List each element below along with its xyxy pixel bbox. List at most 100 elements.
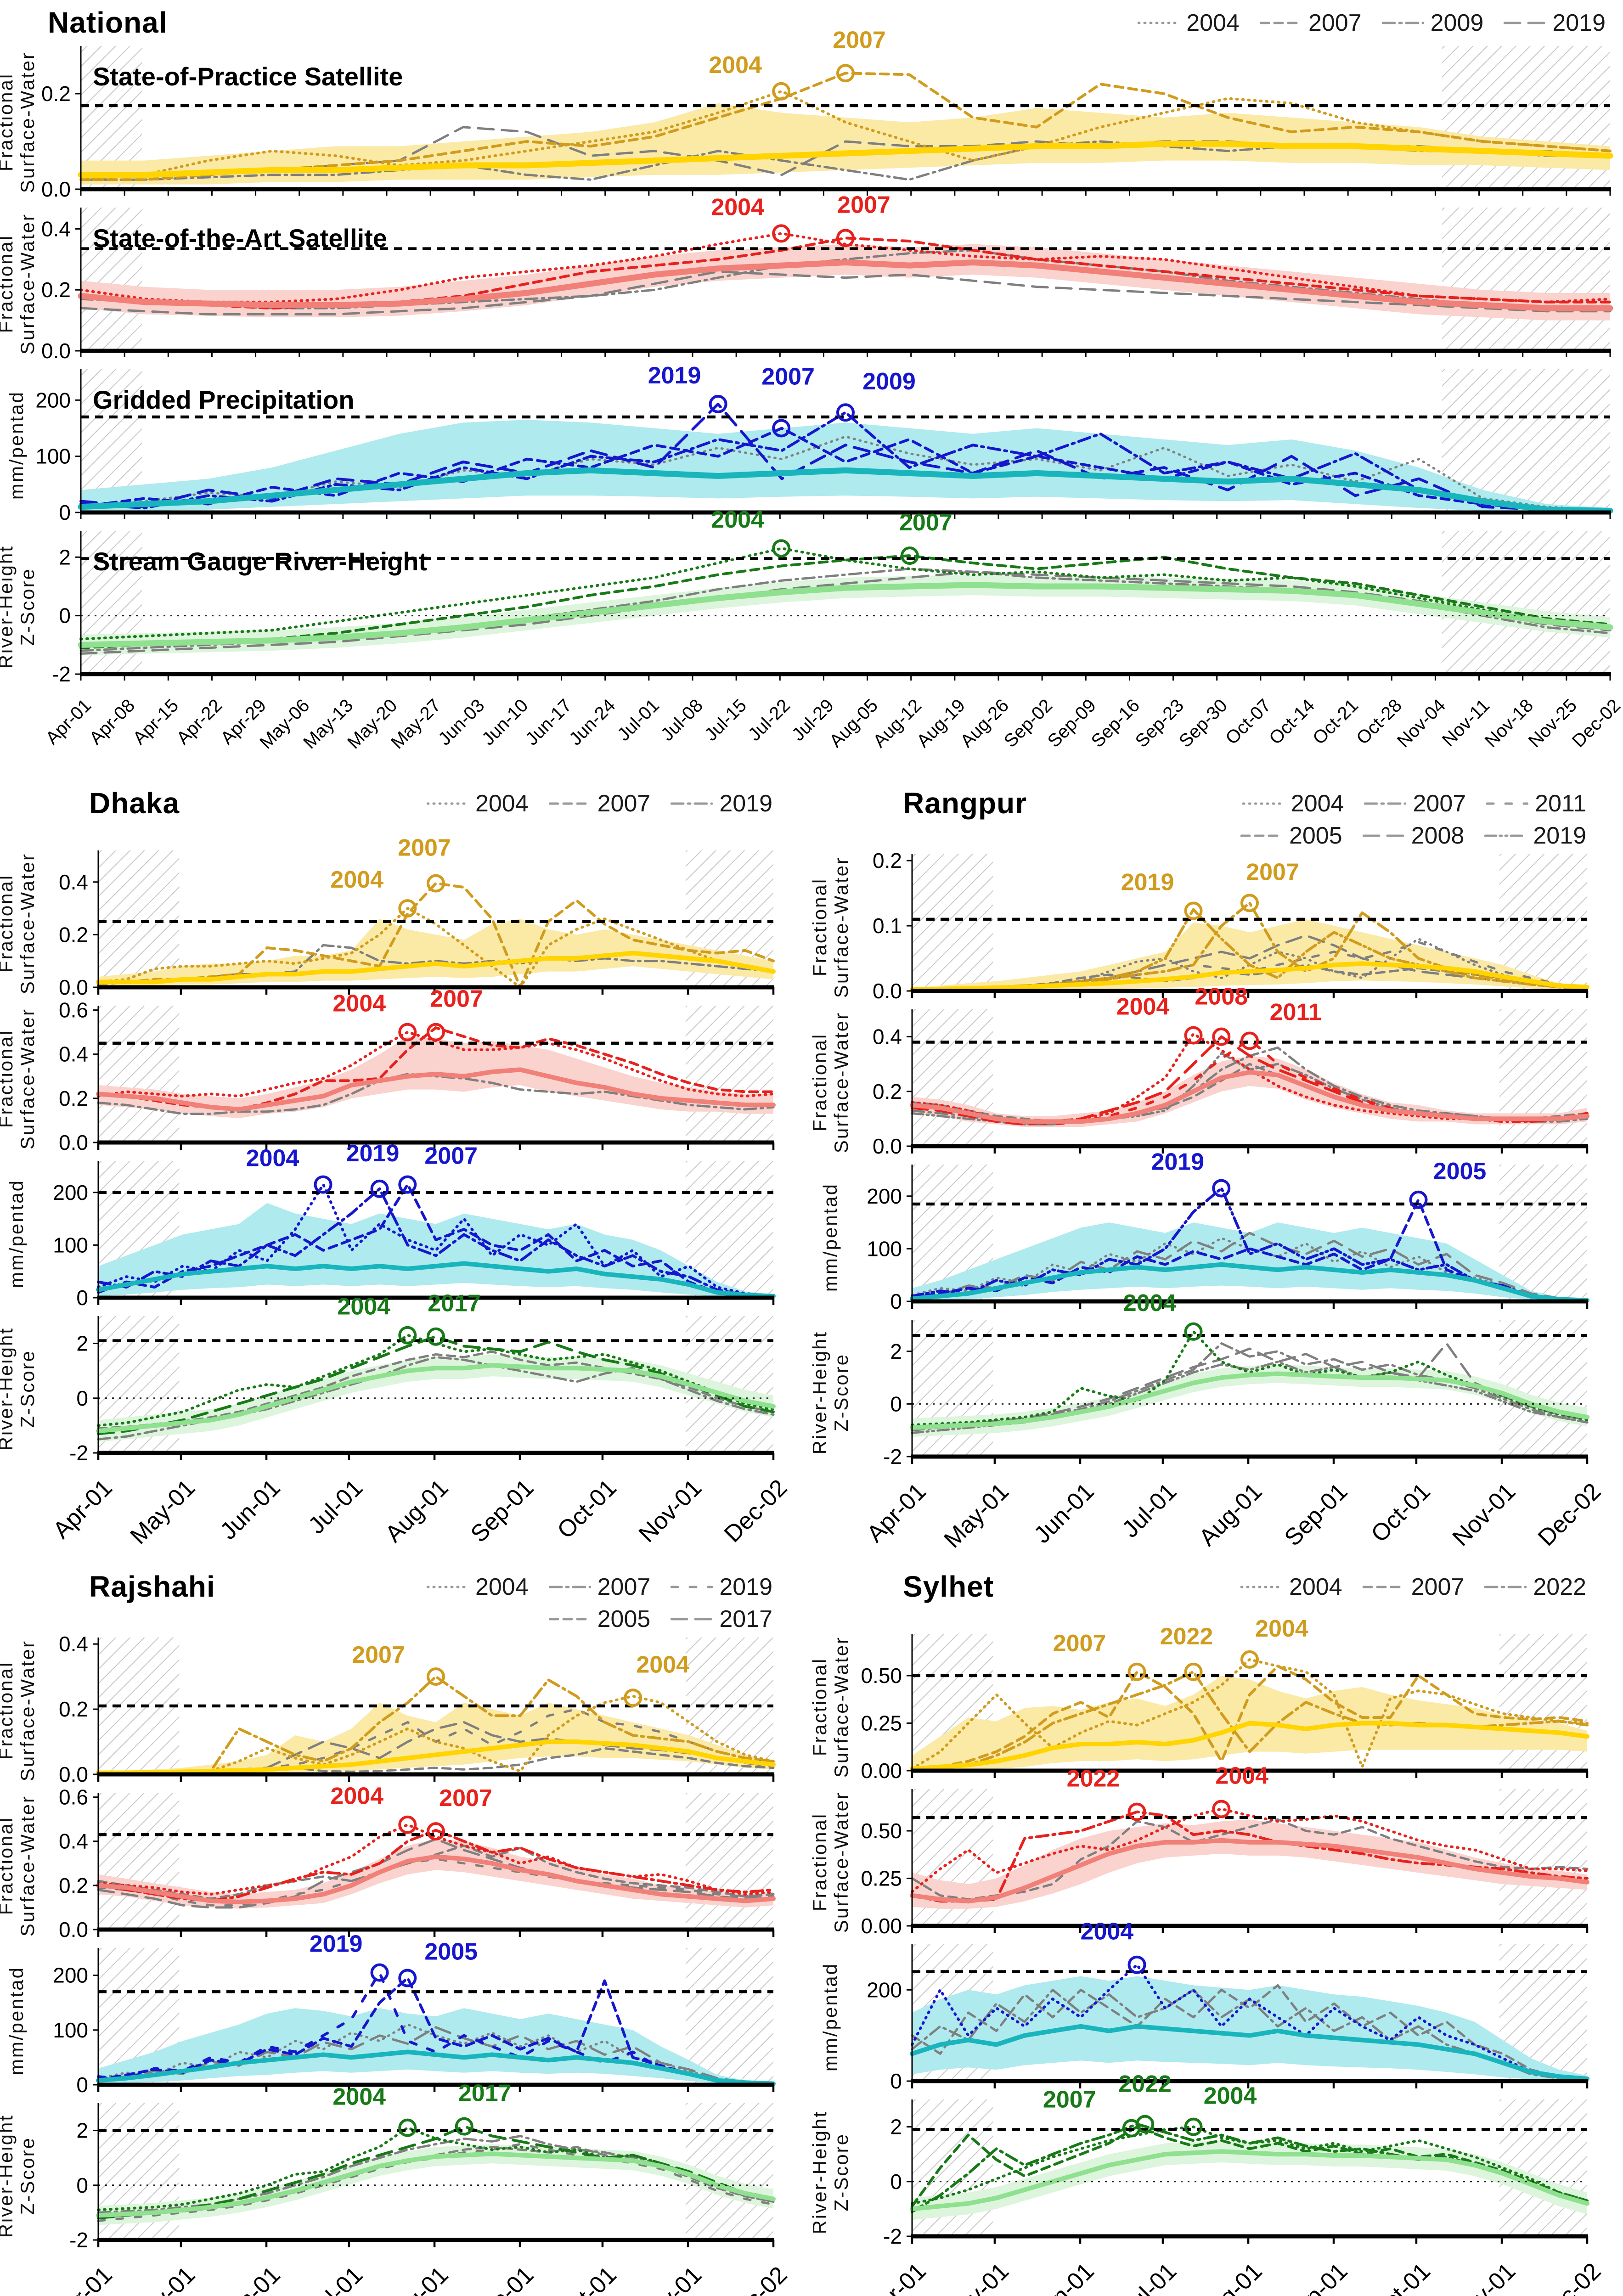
peak-annotation-2004: 2004 xyxy=(332,990,417,1041)
climatology-band xyxy=(98,2008,773,2085)
legend-year-label: 2004 xyxy=(475,1574,529,1600)
series-line-2008 xyxy=(911,1232,1589,1301)
y-tick-label: 0 xyxy=(59,604,71,628)
svg-text:2007: 2007 xyxy=(1043,2087,1096,2113)
legend-line-2007 xyxy=(1259,22,1302,24)
panel-title-sylhet: Sylhet xyxy=(903,1570,994,1603)
y-axis-label-text: mm/pentad xyxy=(819,1963,841,2072)
y-axis-label: Fractional Surface-Water xyxy=(809,854,852,1000)
y-axis-label-text: River-Height Z-Score xyxy=(808,1331,852,1455)
legend-line-2005 xyxy=(1240,834,1283,837)
svg-text:2011: 2011 xyxy=(1270,999,1322,1026)
y-tick-label: 0 xyxy=(76,1386,88,1410)
sylhet-subplot-blue: 0 200 2004 xyxy=(867,1919,1589,2093)
peak-annotation-2005: 2005 xyxy=(1409,1158,1486,1209)
peak-annotation-2007: 2007 xyxy=(1240,859,1299,912)
series-line-2007 xyxy=(911,2125,1589,2208)
peak-annotation-2019: 2019 xyxy=(1121,869,1203,920)
y-axis-label-text: Fractional Surface-Water xyxy=(808,1011,852,1154)
y-tick-label: -2 xyxy=(883,2224,902,2248)
legend-line-2019 xyxy=(671,802,713,805)
y-tick-label: 0.50 xyxy=(861,1819,902,1843)
series-line-2004 xyxy=(97,1334,775,1427)
peak-annotation-2022: 2022 xyxy=(1067,1766,1146,1821)
svg-text:2019: 2019 xyxy=(1151,1149,1204,1176)
legend-item-2019: 2019 xyxy=(671,1573,772,1601)
y-tick-label: 0.00 xyxy=(861,1914,902,1938)
y-tick-label: 100 xyxy=(53,1233,88,1257)
climatology-band xyxy=(912,1819,1587,1909)
y-tick-label: 0 xyxy=(59,501,71,524)
series-line-2009 xyxy=(79,568,1612,652)
svg-text:2019: 2019 xyxy=(346,1140,400,1167)
peak-annotation-2004: 2004 xyxy=(1240,1615,1308,1669)
climatology-mean-line xyxy=(910,2149,1589,2212)
svg-text:2004: 2004 xyxy=(1204,2083,1257,2110)
svg-text:2004: 2004 xyxy=(337,1294,390,1320)
panel-rangpur: Rangpur 2004 2007 2011 2005 2008 2019 Fractiona… xyxy=(809,784,1619,1553)
legend-line-2019 xyxy=(671,1586,713,1588)
y-tick-label: 100 xyxy=(53,2018,88,2042)
x-axis-labels-dhaka: Apr-01 May-01 Jun-01 Jul-01 Aug-01 Sep-01 Oct-… xyxy=(48,1474,793,1550)
peak-annotation-2007: 2007 xyxy=(1053,1630,1146,1681)
national-subplot-green: -2 0 2 Stream Gauge River-Height 2004 2007 xyxy=(52,506,1613,686)
y-tick-label: 100 xyxy=(867,1237,902,1261)
peak-annotation-2004: 2004 xyxy=(332,2084,417,2137)
svg-text:2004: 2004 xyxy=(636,1651,689,1678)
series-line-2004 xyxy=(79,232,1612,304)
peak-annotation-2019: 2019 xyxy=(310,1931,389,1982)
legend-item-2008: 2008 xyxy=(1362,822,1464,850)
legend-item-2019: 2019 xyxy=(671,790,772,817)
series-line-2019 xyxy=(97,2143,775,2222)
y-axis-label-text: mm/pentad xyxy=(6,1966,28,2076)
y-tick-label: 0.4 xyxy=(59,1632,88,1656)
series-line-2007 xyxy=(97,882,775,989)
climatology-mean-line xyxy=(910,1262,1589,1303)
svg-text:2019: 2019 xyxy=(310,1931,363,1958)
subplot-row-rajshahi-0: Fractional Surface-Water 0.0 0.2 0.4 2007 200… xyxy=(0,1632,806,1786)
series-line-2017 xyxy=(97,1335,775,1435)
svg-text:2007: 2007 xyxy=(837,191,890,218)
legend-item-2019: 2019 xyxy=(1484,822,1586,850)
legend-year-label: 2004 xyxy=(1186,10,1240,36)
panel-title-dhaka: Dhaka xyxy=(89,787,180,820)
y-tick-label: 0.50 xyxy=(861,1664,902,1688)
subplot-row-national-3: River-Height Z-Score -2 0 2 Stream Gauge Riv… xyxy=(0,506,1619,686)
svg-text:2004: 2004 xyxy=(711,194,764,220)
y-tick-label: 0.4 xyxy=(59,1829,88,1853)
climatology-band xyxy=(98,1702,773,1774)
climatology-band xyxy=(912,919,1587,991)
peak-annotation-2017: 2017 xyxy=(427,1290,481,1346)
svg-text:2004: 2004 xyxy=(711,506,764,533)
y-tick-label: 0.25 xyxy=(861,1867,902,1891)
y-axis-label: River-Height Z-Score xyxy=(0,531,38,683)
climatology-mean-line xyxy=(910,1070,1589,1124)
y-axis-label: River-Height Z-Score xyxy=(809,2099,852,2245)
y-tick-label: 0 xyxy=(76,2073,88,2097)
y-tick-label: -2 xyxy=(883,1445,902,1469)
legend-line-2004 xyxy=(1242,802,1285,805)
legend-row: 2004 2007 2019 xyxy=(426,1573,772,1601)
series-line-2004 xyxy=(911,1237,1589,1302)
y-tick-label: 0.2 xyxy=(873,1080,902,1103)
y-tick-label: 0.4 xyxy=(59,870,88,894)
svg-text:2017: 2017 xyxy=(458,2080,512,2107)
legend-year-label: 2007 xyxy=(597,790,651,817)
y-tick-label: 0.6 xyxy=(59,998,88,1022)
y-axis-label-text: Fractional Surface-Water xyxy=(0,1795,38,1937)
y-tick-label: 200 xyxy=(53,1181,88,1204)
y-tick-label: 0.0 xyxy=(41,177,71,201)
series-line-2009 xyxy=(79,411,1612,512)
dhaka-subplot-gold: 0.0 0.2 0.4 2004 2007 xyxy=(59,835,776,999)
peak-annotation-2004: 2004 xyxy=(1081,1919,1146,1974)
subplot-row-national-2: mm/pentad 0 100 200 Gridded Precipitation 201… xyxy=(4,362,1619,524)
y-tick-label: 200 xyxy=(867,1978,902,2002)
y-axis-label: Fractional Surface-Water xyxy=(809,1634,852,1780)
subplot-row-rangpur-3: River-Height Z-Score -2 0 2 2004 xyxy=(809,1290,1619,1469)
y-tick-label: 100 xyxy=(35,445,71,468)
peak-annotation-2004: 2004 xyxy=(1116,994,1203,1045)
y-axis-label-text: mm/pentad xyxy=(6,1179,28,1289)
y-tick-label: 0 xyxy=(76,1286,88,1310)
y-tick-label: 0.4 xyxy=(873,1025,902,1049)
legend-item-2019: 2019 xyxy=(1504,9,1606,37)
